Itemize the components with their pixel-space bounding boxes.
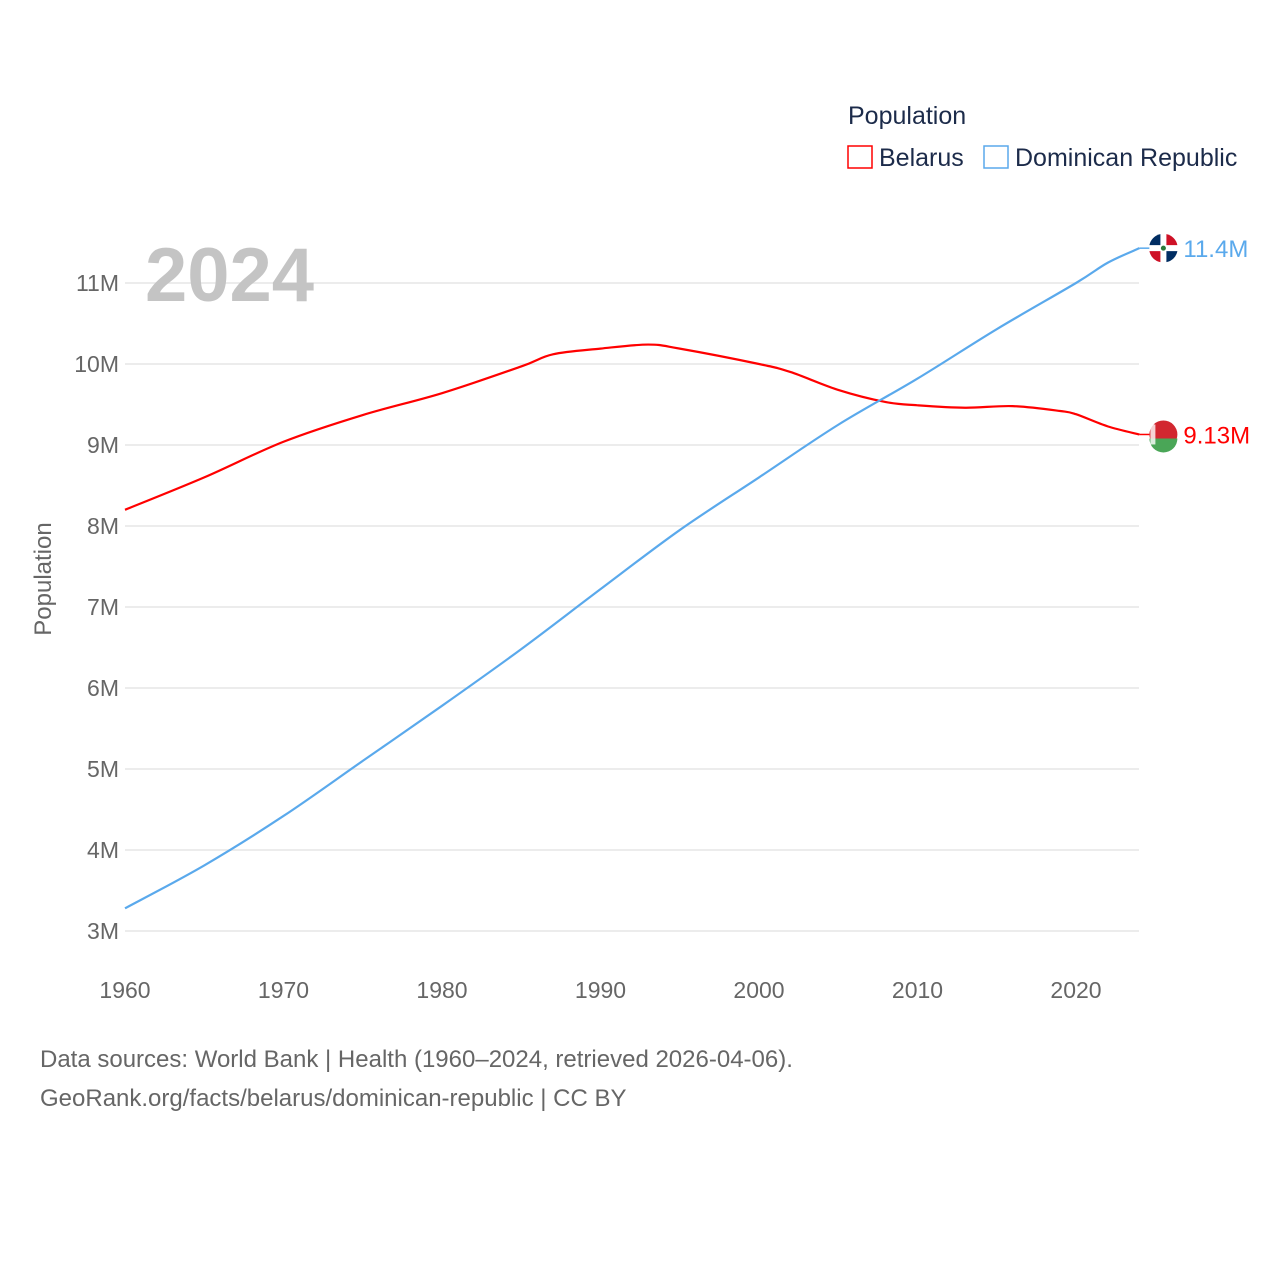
attribution-link[interactable]: GeoRank.org/facts/belarus/dominican-repu… bbox=[40, 1085, 627, 1112]
x-tick-label: 1980 bbox=[416, 977, 467, 1003]
x-tick-label: 1960 bbox=[99, 977, 150, 1003]
end-value-label-belarus: 9.13M bbox=[1183, 422, 1250, 449]
y-tick-label: 9M bbox=[87, 432, 119, 458]
x-tick-label: 2010 bbox=[892, 977, 943, 1003]
legend-label-dominican-republic: Dominican Republic bbox=[1015, 144, 1237, 172]
x-tick-label: 1990 bbox=[575, 977, 626, 1003]
flag-icon-dominican-republic bbox=[1149, 234, 1178, 263]
y-tick-label: 5M bbox=[87, 756, 119, 782]
y-tick-label: 4M bbox=[87, 837, 119, 863]
legend-item-belarus[interactable]: Belarus bbox=[847, 144, 964, 172]
x-tick-label: 2020 bbox=[1050, 977, 1101, 1003]
year-watermark: 2024 bbox=[145, 233, 314, 318]
x-tick-label: 2000 bbox=[733, 977, 784, 1003]
y-tick-label: 10M bbox=[74, 351, 119, 377]
series-line-dominican-republic bbox=[124, 247, 1140, 910]
x-tick-label: 1970 bbox=[258, 977, 309, 1003]
y-tick-label: 6M bbox=[87, 675, 119, 701]
y-tick-label: 7M bbox=[87, 594, 119, 620]
flag-icon-belarus bbox=[1149, 420, 1178, 453]
legend-swatch-belarus bbox=[847, 145, 873, 169]
data-source-note: Data sources: World Bank | Health (1960–… bbox=[40, 1046, 793, 1073]
y-tick-label: 3M bbox=[87, 918, 119, 944]
y-tick-label: 11M bbox=[76, 270, 119, 296]
legend-title: Population bbox=[848, 102, 966, 130]
legend-label-belarus: Belarus bbox=[879, 144, 964, 172]
y-tick-label: 8M bbox=[87, 513, 119, 539]
series-line-belarus bbox=[124, 343, 1140, 511]
legend-item-dominican-republic[interactable]: Dominican Republic bbox=[983, 144, 1237, 172]
legend-swatch-dominican-republic bbox=[983, 145, 1009, 169]
y-axis-label: Population bbox=[30, 522, 57, 635]
end-value-label-dominican-republic: 11.4M bbox=[1183, 236, 1248, 263]
